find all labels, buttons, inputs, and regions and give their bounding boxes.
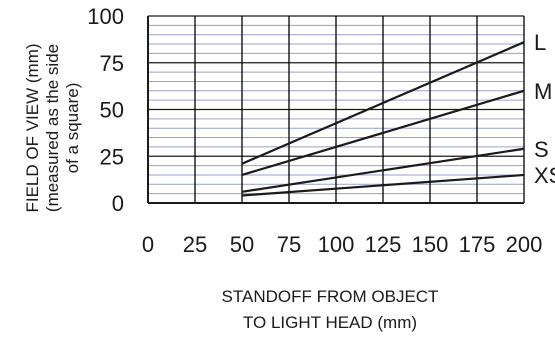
x-axis-title-line-1: STANDOFF FROM OBJECT — [222, 287, 439, 306]
y-tick-label: 0 — [112, 191, 124, 216]
axes — [147, 16, 524, 204]
y-axis-title-line-2: (measured as the side — [43, 44, 62, 212]
x-tick-label: 125 — [365, 232, 402, 257]
y-axis-title-line-1: FIELD OF VIEW (mm) — [23, 43, 42, 212]
y-tick-labels: 0 25 50 75 100 — [87, 4, 124, 216]
series-labels: LM SXS — [534, 30, 555, 188]
x-tick-label: 100 — [318, 232, 355, 257]
series-label-m: M — [534, 79, 552, 104]
x-axis-title-line-2: TO LIGHT HEAD (mm) — [243, 313, 417, 332]
grid-lines — [148, 15, 525, 203]
x-tick-label: 175 — [459, 232, 496, 257]
x-tick-label: 150 — [412, 232, 449, 257]
y-tick-label: 50 — [100, 98, 124, 123]
series-lines — [241, 41, 525, 197]
x-tick-label: 75 — [277, 232, 301, 257]
y-tick-label: 75 — [100, 51, 124, 76]
x-tick-label: 0 — [142, 232, 154, 257]
series-label-l: L — [534, 30, 546, 55]
series-line-s — [241, 147, 525, 193]
x-tick-label: 200 — [506, 232, 543, 257]
series-line-m — [241, 89, 525, 177]
y-tick-label: 25 — [100, 144, 124, 169]
x-tick-label: 50 — [230, 232, 254, 257]
y-axis-title-line-3: of a square) — [63, 83, 82, 174]
series-line-xs — [241, 173, 525, 197]
series-label-xs: XS — [534, 163, 555, 188]
x-tick-label: 25 — [183, 232, 207, 257]
y-tick-label: 100 — [87, 4, 124, 29]
x-axis-title: STANDOFF FROM OBJECT TO LIGHT HEAD (mm) — [222, 287, 439, 332]
x-tick-labels: 0 25 50 75 100 125 150 175 200 — [142, 232, 542, 257]
y-axis-title: FIELD OF VIEW (mm) (measured as the side… — [23, 43, 82, 212]
series-line-l — [241, 41, 525, 165]
series-label-s: S — [534, 137, 549, 162]
